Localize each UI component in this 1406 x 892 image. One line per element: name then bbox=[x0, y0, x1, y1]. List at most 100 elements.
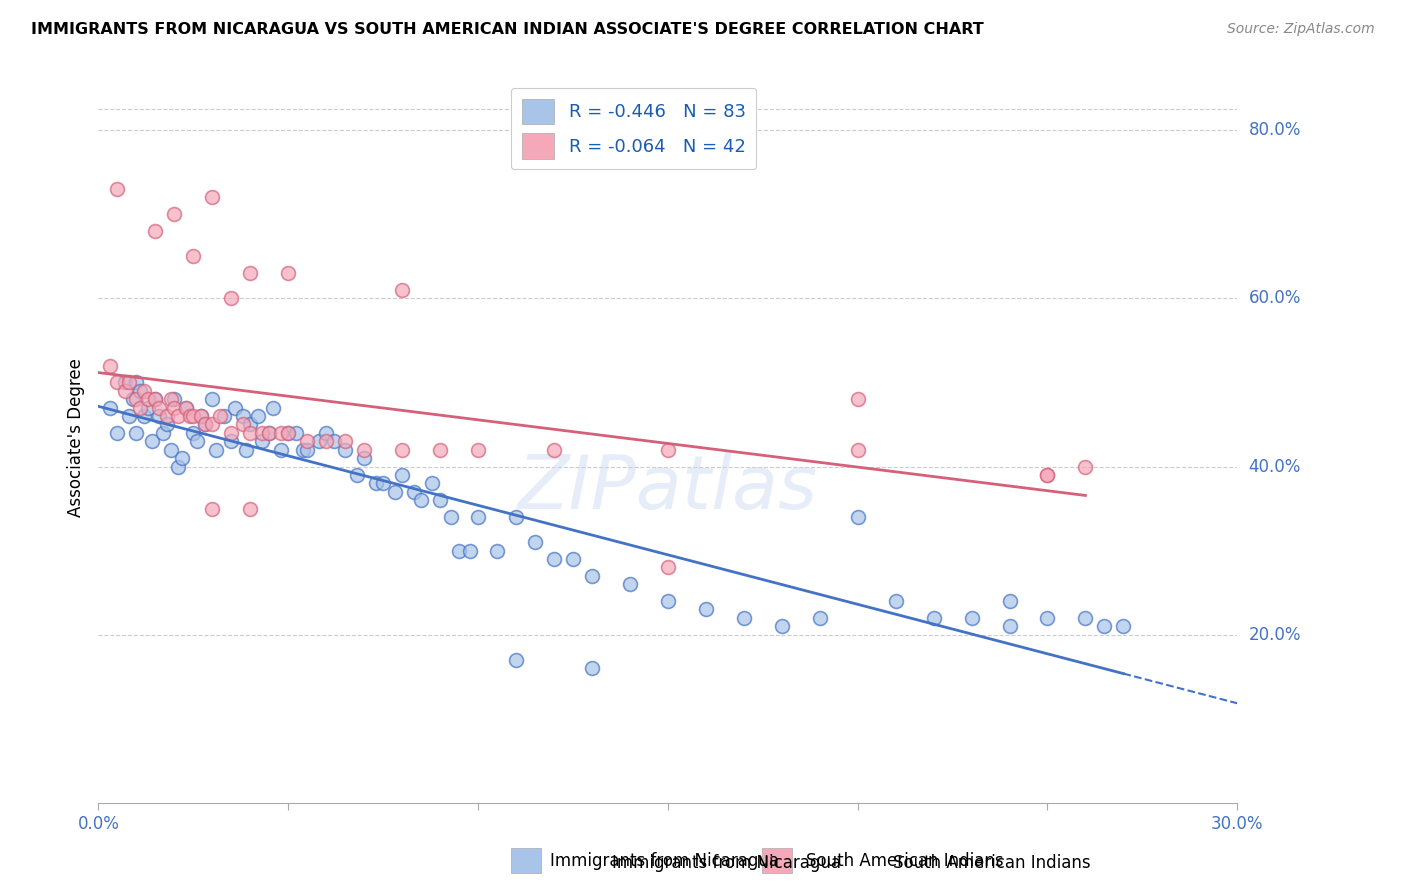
Point bbox=[1036, 611, 1059, 625]
Point bbox=[322, 434, 344, 449]
Text: 80.0%: 80.0% bbox=[1249, 121, 1301, 139]
Point bbox=[277, 425, 299, 440]
Point bbox=[657, 594, 679, 608]
Point bbox=[163, 401, 186, 415]
Point bbox=[884, 594, 907, 608]
Point bbox=[208, 409, 231, 423]
Point bbox=[201, 417, 224, 432]
Point bbox=[460, 543, 482, 558]
Point bbox=[335, 442, 357, 457]
Point bbox=[107, 425, 129, 440]
Point bbox=[315, 425, 337, 440]
Point bbox=[259, 425, 281, 440]
Point bbox=[346, 467, 368, 482]
Point bbox=[449, 543, 471, 558]
Point bbox=[308, 434, 330, 449]
Point bbox=[156, 409, 179, 423]
Point bbox=[167, 459, 190, 474]
Point bbox=[163, 207, 186, 221]
Point bbox=[562, 552, 585, 566]
Point bbox=[402, 484, 425, 499]
Point bbox=[201, 190, 224, 204]
Point bbox=[221, 434, 243, 449]
Point bbox=[353, 451, 375, 466]
Point bbox=[440, 510, 463, 524]
Point bbox=[297, 434, 319, 449]
Point bbox=[277, 266, 299, 280]
Point bbox=[132, 409, 155, 423]
Point bbox=[239, 425, 262, 440]
Point bbox=[201, 392, 224, 407]
Point bbox=[125, 392, 148, 407]
Point bbox=[232, 417, 254, 432]
Point bbox=[167, 409, 190, 423]
Point bbox=[183, 409, 205, 423]
Point bbox=[224, 401, 246, 415]
Point bbox=[846, 510, 869, 524]
Point bbox=[159, 442, 181, 457]
Point bbox=[239, 501, 262, 516]
Point bbox=[657, 560, 679, 574]
Legend: R = -0.446   N = 83, R = -0.064   N = 42: R = -0.446 N = 83, R = -0.064 N = 42 bbox=[510, 87, 756, 169]
Point bbox=[141, 434, 163, 449]
Point bbox=[125, 425, 148, 440]
Point bbox=[132, 384, 155, 398]
Point bbox=[194, 417, 217, 432]
Point bbox=[125, 376, 148, 390]
Point bbox=[486, 543, 509, 558]
Point bbox=[846, 442, 869, 457]
Point bbox=[239, 266, 262, 280]
Point bbox=[145, 392, 167, 407]
Text: Source: ZipAtlas.com: Source: ZipAtlas.com bbox=[1227, 22, 1375, 37]
Point bbox=[250, 425, 273, 440]
Point bbox=[118, 409, 141, 423]
Point bbox=[212, 409, 235, 423]
Point bbox=[960, 611, 983, 625]
Point bbox=[114, 376, 136, 390]
Point bbox=[581, 569, 603, 583]
Point bbox=[270, 425, 292, 440]
Point bbox=[190, 409, 212, 423]
Point bbox=[239, 417, 262, 432]
Point bbox=[524, 535, 547, 549]
Text: Immigrants from Nicaragua: Immigrants from Nicaragua bbox=[612, 855, 841, 872]
Point bbox=[136, 392, 159, 407]
Point bbox=[179, 409, 201, 423]
Point bbox=[98, 401, 121, 415]
Point bbox=[98, 359, 121, 373]
Point bbox=[467, 510, 489, 524]
Point bbox=[998, 594, 1021, 608]
Point bbox=[174, 401, 197, 415]
Point bbox=[998, 619, 1021, 633]
Point bbox=[1112, 619, 1135, 633]
Point bbox=[695, 602, 717, 616]
Point bbox=[657, 442, 679, 457]
Point bbox=[429, 442, 451, 457]
Point bbox=[114, 384, 136, 398]
Point bbox=[384, 484, 406, 499]
Point bbox=[429, 493, 451, 508]
Point bbox=[163, 392, 186, 407]
Point bbox=[221, 291, 243, 305]
Point bbox=[353, 442, 375, 457]
Point bbox=[543, 442, 565, 457]
Point bbox=[391, 283, 413, 297]
Text: Immigrants from Nicaragua: Immigrants from Nicaragua bbox=[550, 852, 779, 870]
Point bbox=[733, 611, 755, 625]
Point bbox=[183, 249, 205, 263]
Point bbox=[1094, 619, 1116, 633]
Point bbox=[391, 467, 413, 482]
Point bbox=[136, 401, 159, 415]
Point bbox=[297, 442, 319, 457]
Point bbox=[259, 425, 281, 440]
Point bbox=[190, 409, 212, 423]
FancyBboxPatch shape bbox=[762, 848, 792, 873]
Text: South American Indians: South American Indians bbox=[806, 852, 1004, 870]
Point bbox=[335, 434, 357, 449]
FancyBboxPatch shape bbox=[512, 848, 540, 873]
Point bbox=[543, 552, 565, 566]
Text: ZIPatlas: ZIPatlas bbox=[517, 452, 818, 524]
Point bbox=[174, 401, 197, 415]
Point bbox=[232, 409, 254, 423]
Point bbox=[183, 425, 205, 440]
